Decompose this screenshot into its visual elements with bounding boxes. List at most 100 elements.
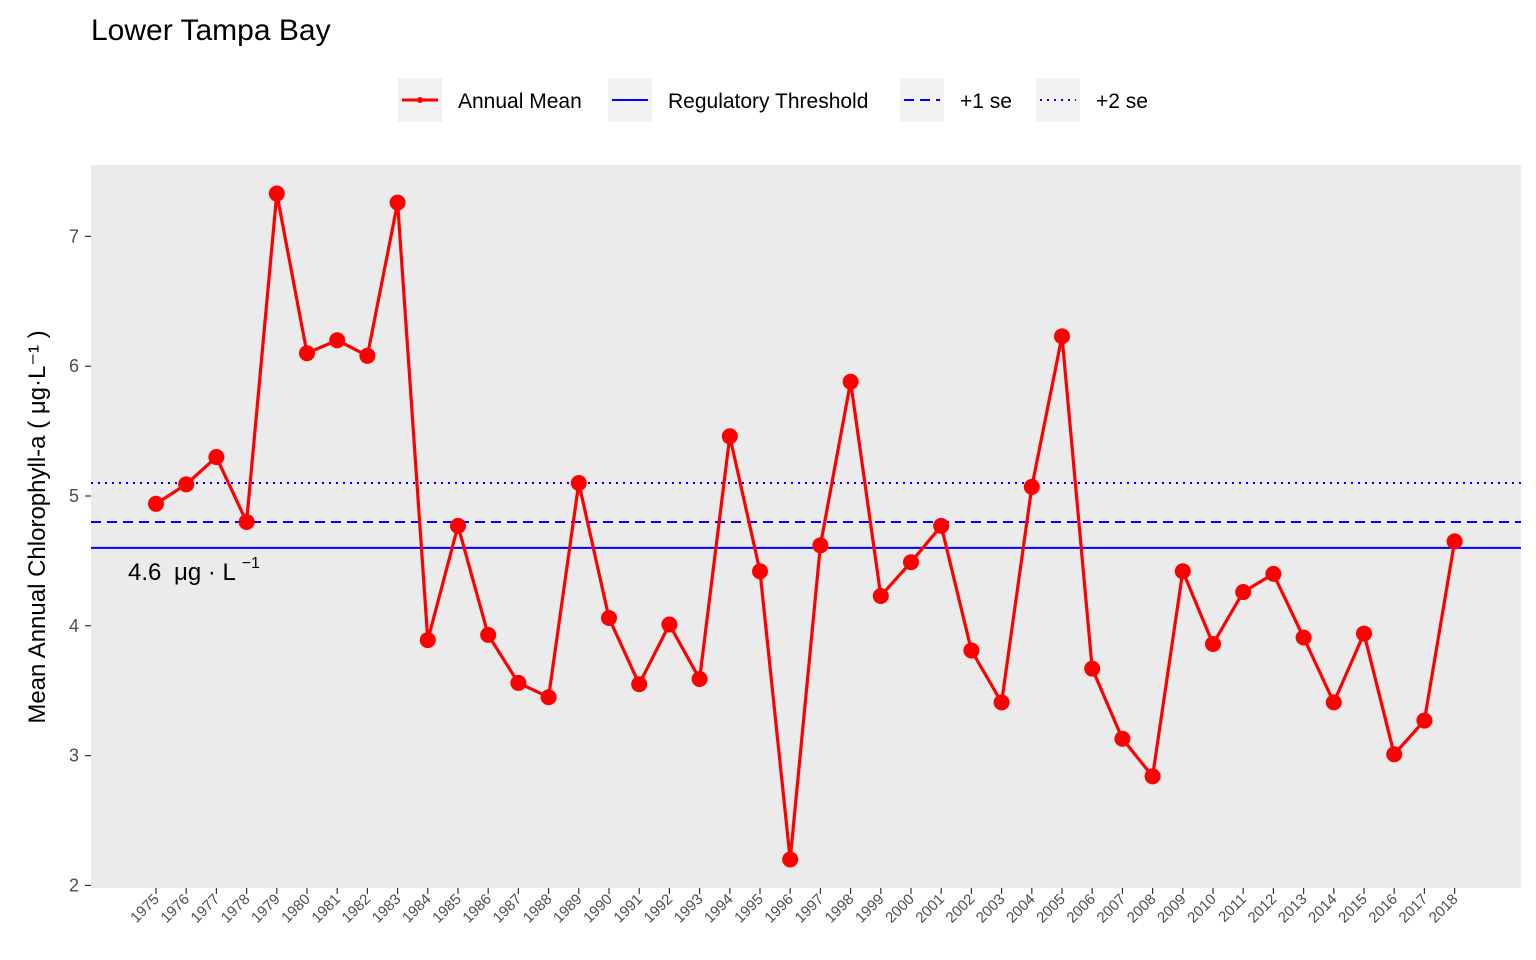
legend-label: +2 se <box>1096 90 1148 113</box>
x-tick-label: 1991 <box>610 891 646 927</box>
data-point-2009 <box>1174 563 1191 580</box>
data-point-1983 <box>389 194 406 211</box>
x-tick-label: 1985 <box>429 891 465 927</box>
data-point-1982 <box>359 347 376 364</box>
data-point-1988 <box>540 689 557 706</box>
data-point-2015 <box>1356 625 1372 642</box>
data-point-2000 <box>903 554 919 571</box>
data-point-1984 <box>419 632 436 649</box>
x-tick-label: 1979 <box>248 891 284 927</box>
data-point-2014 <box>1325 694 1342 711</box>
data-point-2008 <box>1144 768 1161 785</box>
data-point-1978 <box>238 513 255 530</box>
x-tick-label: 1982 <box>339 891 375 927</box>
x-tick-label: 2000 <box>882 891 918 927</box>
data-point-1981 <box>329 332 346 349</box>
x-tick-label: 2005 <box>1033 891 1069 927</box>
data-point-1989 <box>570 475 587 492</box>
legend: Annual Mean Regulatory Threshold +1 se +2 s… <box>398 78 1148 122</box>
x-tick-label: 1996 <box>761 891 797 927</box>
series-layer <box>148 185 1463 868</box>
x-tick-label: 1997 <box>792 891 828 927</box>
x-tick-label: 1975 <box>127 891 163 927</box>
x-tick-label: 2003 <box>973 891 1009 927</box>
x-tick-label: 1992 <box>641 891 677 927</box>
data-point-2018 <box>1446 533 1463 550</box>
data-point-1999 <box>872 587 889 604</box>
x-tick-label: 1984 <box>399 891 435 927</box>
x-tick-label: 1993 <box>671 891 707 927</box>
x-tick-label: 1987 <box>490 891 526 927</box>
x-tick-label: 1994 <box>701 891 737 927</box>
data-point-1992 <box>661 616 678 633</box>
legend-label: +1 se <box>960 90 1012 113</box>
data-point-1976 <box>178 476 195 493</box>
data-point-1987 <box>510 674 527 691</box>
data-point-2010 <box>1205 635 1221 652</box>
x-tick-label: 2016 <box>1365 891 1401 927</box>
x-tick-label: 2008 <box>1124 891 1160 927</box>
x-tick-label: 1978 <box>218 891 254 927</box>
threshold-annotation-unit: μg · L <box>174 559 236 586</box>
x-tick-label: 2010 <box>1184 891 1220 927</box>
x-tick-label: 2006 <box>1063 891 1099 927</box>
data-point-1990 <box>601 610 617 627</box>
data-point-1994 <box>721 428 738 445</box>
x-tick-label: 1989 <box>550 891 586 927</box>
x-tick-label: 2007 <box>1094 891 1130 927</box>
x-tick-label: 1981 <box>308 891 344 927</box>
legend-label: Regulatory Threshold <box>668 90 868 113</box>
x-tick-label: 2013 <box>1275 891 1311 927</box>
threshold-annotation-exponent: −1 <box>242 555 260 572</box>
data-point-2006 <box>1084 660 1101 677</box>
threshold-annotation-value: 4.6 <box>128 559 161 586</box>
data-point-2005 <box>1054 328 1070 345</box>
legend-key <box>1036 78 1080 122</box>
data-point-2011 <box>1235 584 1252 601</box>
data-point-1998 <box>842 373 859 390</box>
chart-title: Lower Tampa Bay <box>91 14 331 47</box>
x-tick-label: 1980 <box>278 891 314 927</box>
data-point-1985 <box>450 517 466 534</box>
data-point-2016 <box>1386 746 1403 763</box>
x-tick-label: 1999 <box>852 891 888 927</box>
x-tick-label: 1976 <box>157 891 193 927</box>
x-tick-label: 2014 <box>1305 891 1341 927</box>
x-tick-label: 1983 <box>369 891 405 927</box>
x-tick-label: 2002 <box>943 891 979 927</box>
data-point-2003 <box>993 694 1010 711</box>
data-point-2013 <box>1295 629 1312 646</box>
x-tick-label: 1988 <box>520 891 556 927</box>
y-axis: 2 3 4 5 6 7 <box>69 226 91 895</box>
data-point-1975 <box>148 495 164 512</box>
data-point-1995 <box>752 563 768 580</box>
plot-panel <box>91 165 1521 888</box>
x-tick-label: 2004 <box>1003 891 1039 927</box>
data-point-2007 <box>1114 730 1131 747</box>
data-point-2017 <box>1416 712 1433 729</box>
x-tick-label: 2011 <box>1215 891 1250 926</box>
x-tick-label: 1998 <box>822 891 858 927</box>
x-tick-label: 2015 <box>1335 891 1371 927</box>
data-point-1986 <box>480 626 497 643</box>
data-point-1977 <box>208 449 225 466</box>
threshold-annotation: 4.6 μg · L −1 <box>128 555 260 586</box>
x-tick-label: 1990 <box>580 891 616 927</box>
x-tick-label: 2012 <box>1245 891 1281 927</box>
series-line <box>155 191 1457 862</box>
y-tick-label: 2 <box>69 875 79 895</box>
y-tick-label: 3 <box>69 746 79 766</box>
x-tick-label: 2018 <box>1426 891 1462 927</box>
x-tick-label: 1977 <box>188 891 224 927</box>
legend-label: Annual Mean <box>458 90 582 113</box>
data-point-1980 <box>299 345 315 362</box>
data-point-1979 <box>268 185 285 202</box>
data-point-1991 <box>631 676 648 693</box>
y-tick-label: 7 <box>69 226 79 246</box>
data-point-2004 <box>1023 478 1040 495</box>
x-tick-label: 2001 <box>912 891 948 927</box>
reference-lines <box>91 482 1521 549</box>
x-tick-label: 2017 <box>1396 891 1432 927</box>
data-point-2001 <box>933 517 950 534</box>
